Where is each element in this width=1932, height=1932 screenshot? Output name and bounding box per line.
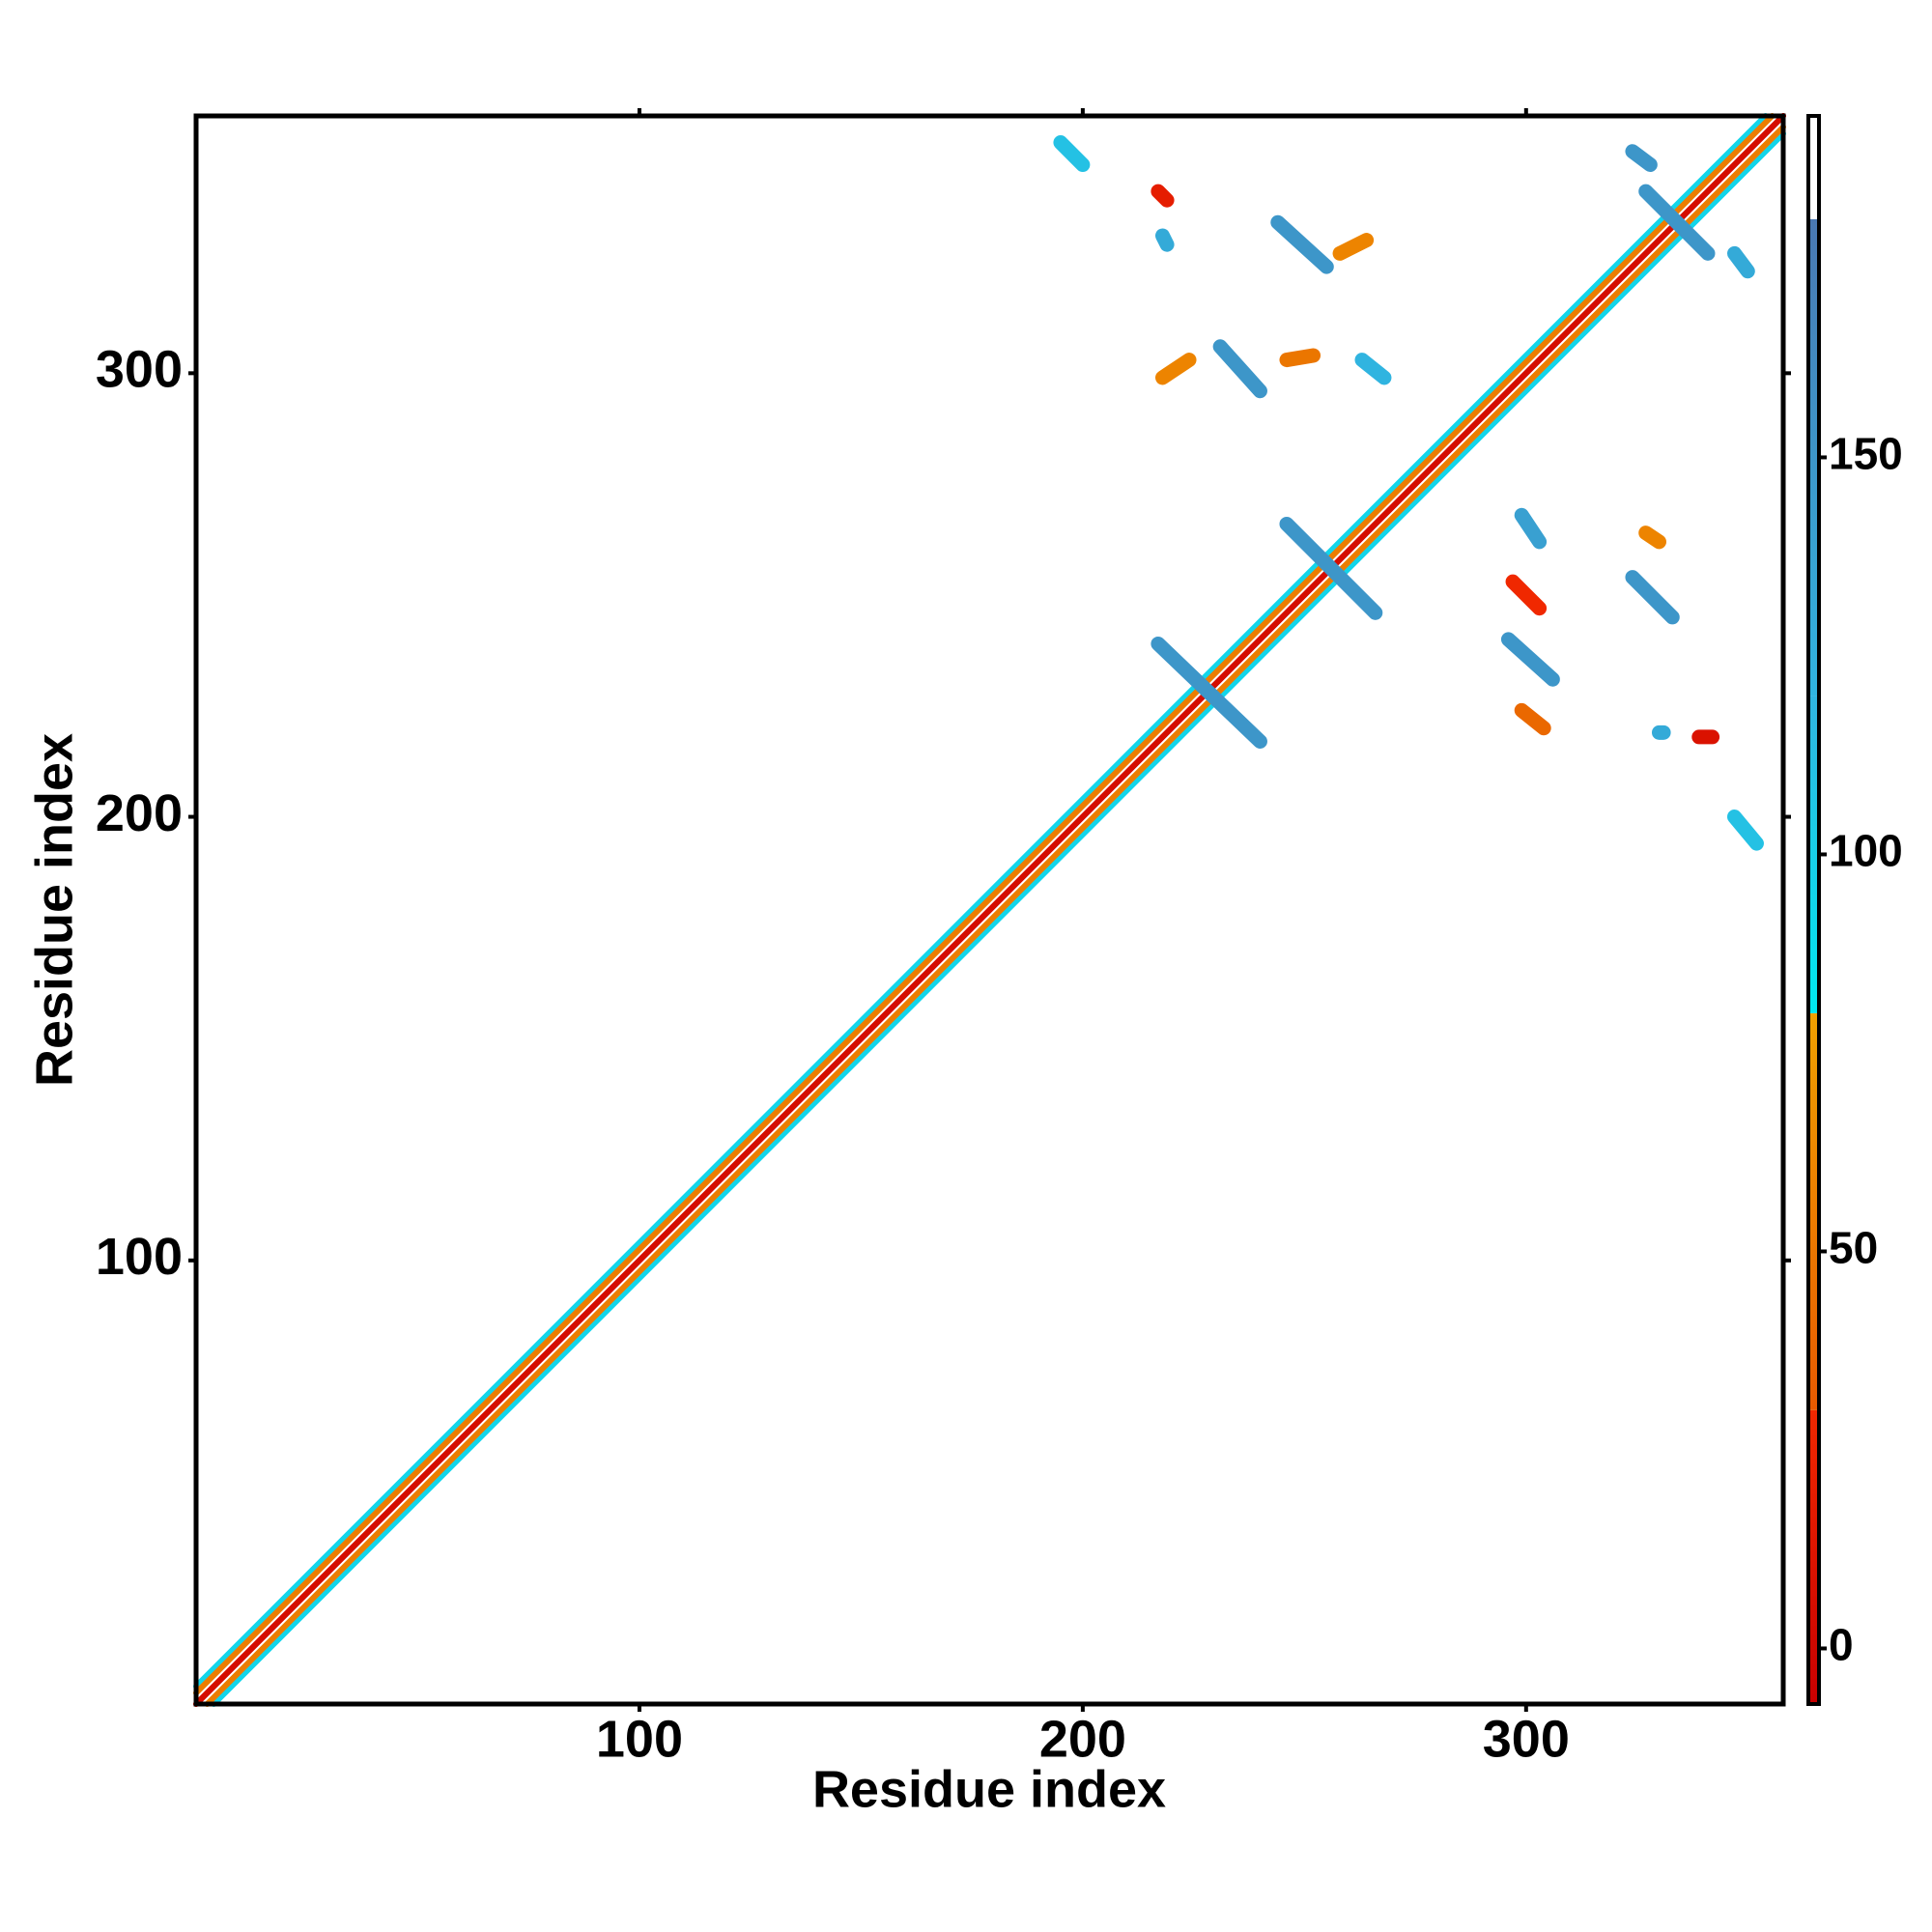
diagonal-band: [193, 113, 1769, 1690]
y-tick-label: 200: [96, 784, 183, 842]
diagonal-band: [193, 113, 1786, 1707]
colorbar-segment: [1808, 218, 1819, 696]
contact: [1514, 507, 1548, 550]
colorbar-segment: [1808, 1409, 1819, 1704]
x-tick-label: 100: [596, 1710, 683, 1768]
diagonal-band: [193, 113, 1776, 1696]
contact: [1727, 245, 1755, 279]
plot-area: [193, 113, 1786, 1707]
contact: [1279, 516, 1383, 620]
contact: [1354, 353, 1392, 385]
colorbar-tick-label: 50: [1829, 1223, 1878, 1273]
colorbar-frame: [1806, 114, 1821, 1706]
contact: [1638, 526, 1666, 550]
colorbar-tick-label: 100: [1829, 826, 1903, 876]
diagonal-band: [204, 124, 1786, 1707]
diagonal-band: [211, 130, 1786, 1707]
contact: [1270, 214, 1334, 274]
y-tick-label: 300: [96, 341, 183, 399]
contact: [1514, 702, 1551, 736]
contact: [1332, 233, 1375, 261]
contact: [1154, 353, 1197, 385]
contact: [1151, 184, 1175, 208]
plot-frame: [193, 113, 1786, 1707]
contact: [1625, 144, 1658, 173]
colorbar-tick-label: 150: [1829, 429, 1903, 479]
y-axis-title: Residue index: [25, 733, 83, 1087]
contact: [1638, 184, 1716, 261]
contact: [1727, 810, 1764, 851]
x-tick-label: 300: [1483, 1710, 1570, 1768]
contact: [1505, 574, 1548, 616]
contact: [1154, 228, 1175, 252]
contact: [1053, 135, 1091, 173]
contact: [1500, 632, 1560, 687]
contact: [1151, 636, 1267, 749]
contact: [1625, 570, 1680, 625]
y-tick-label: 100: [96, 1228, 183, 1286]
colorbar-segment: [1808, 116, 1819, 219]
x-tick-label: 200: [1039, 1710, 1126, 1768]
x-axis-title: Residue index: [812, 1760, 1166, 1818]
colorbar-tick-label: 0: [1829, 1620, 1854, 1670]
contact: [1279, 348, 1321, 368]
contact: [1212, 339, 1267, 399]
colorbar-segment: [1808, 1012, 1819, 1410]
colorbar-segment: [1808, 696, 1819, 1013]
